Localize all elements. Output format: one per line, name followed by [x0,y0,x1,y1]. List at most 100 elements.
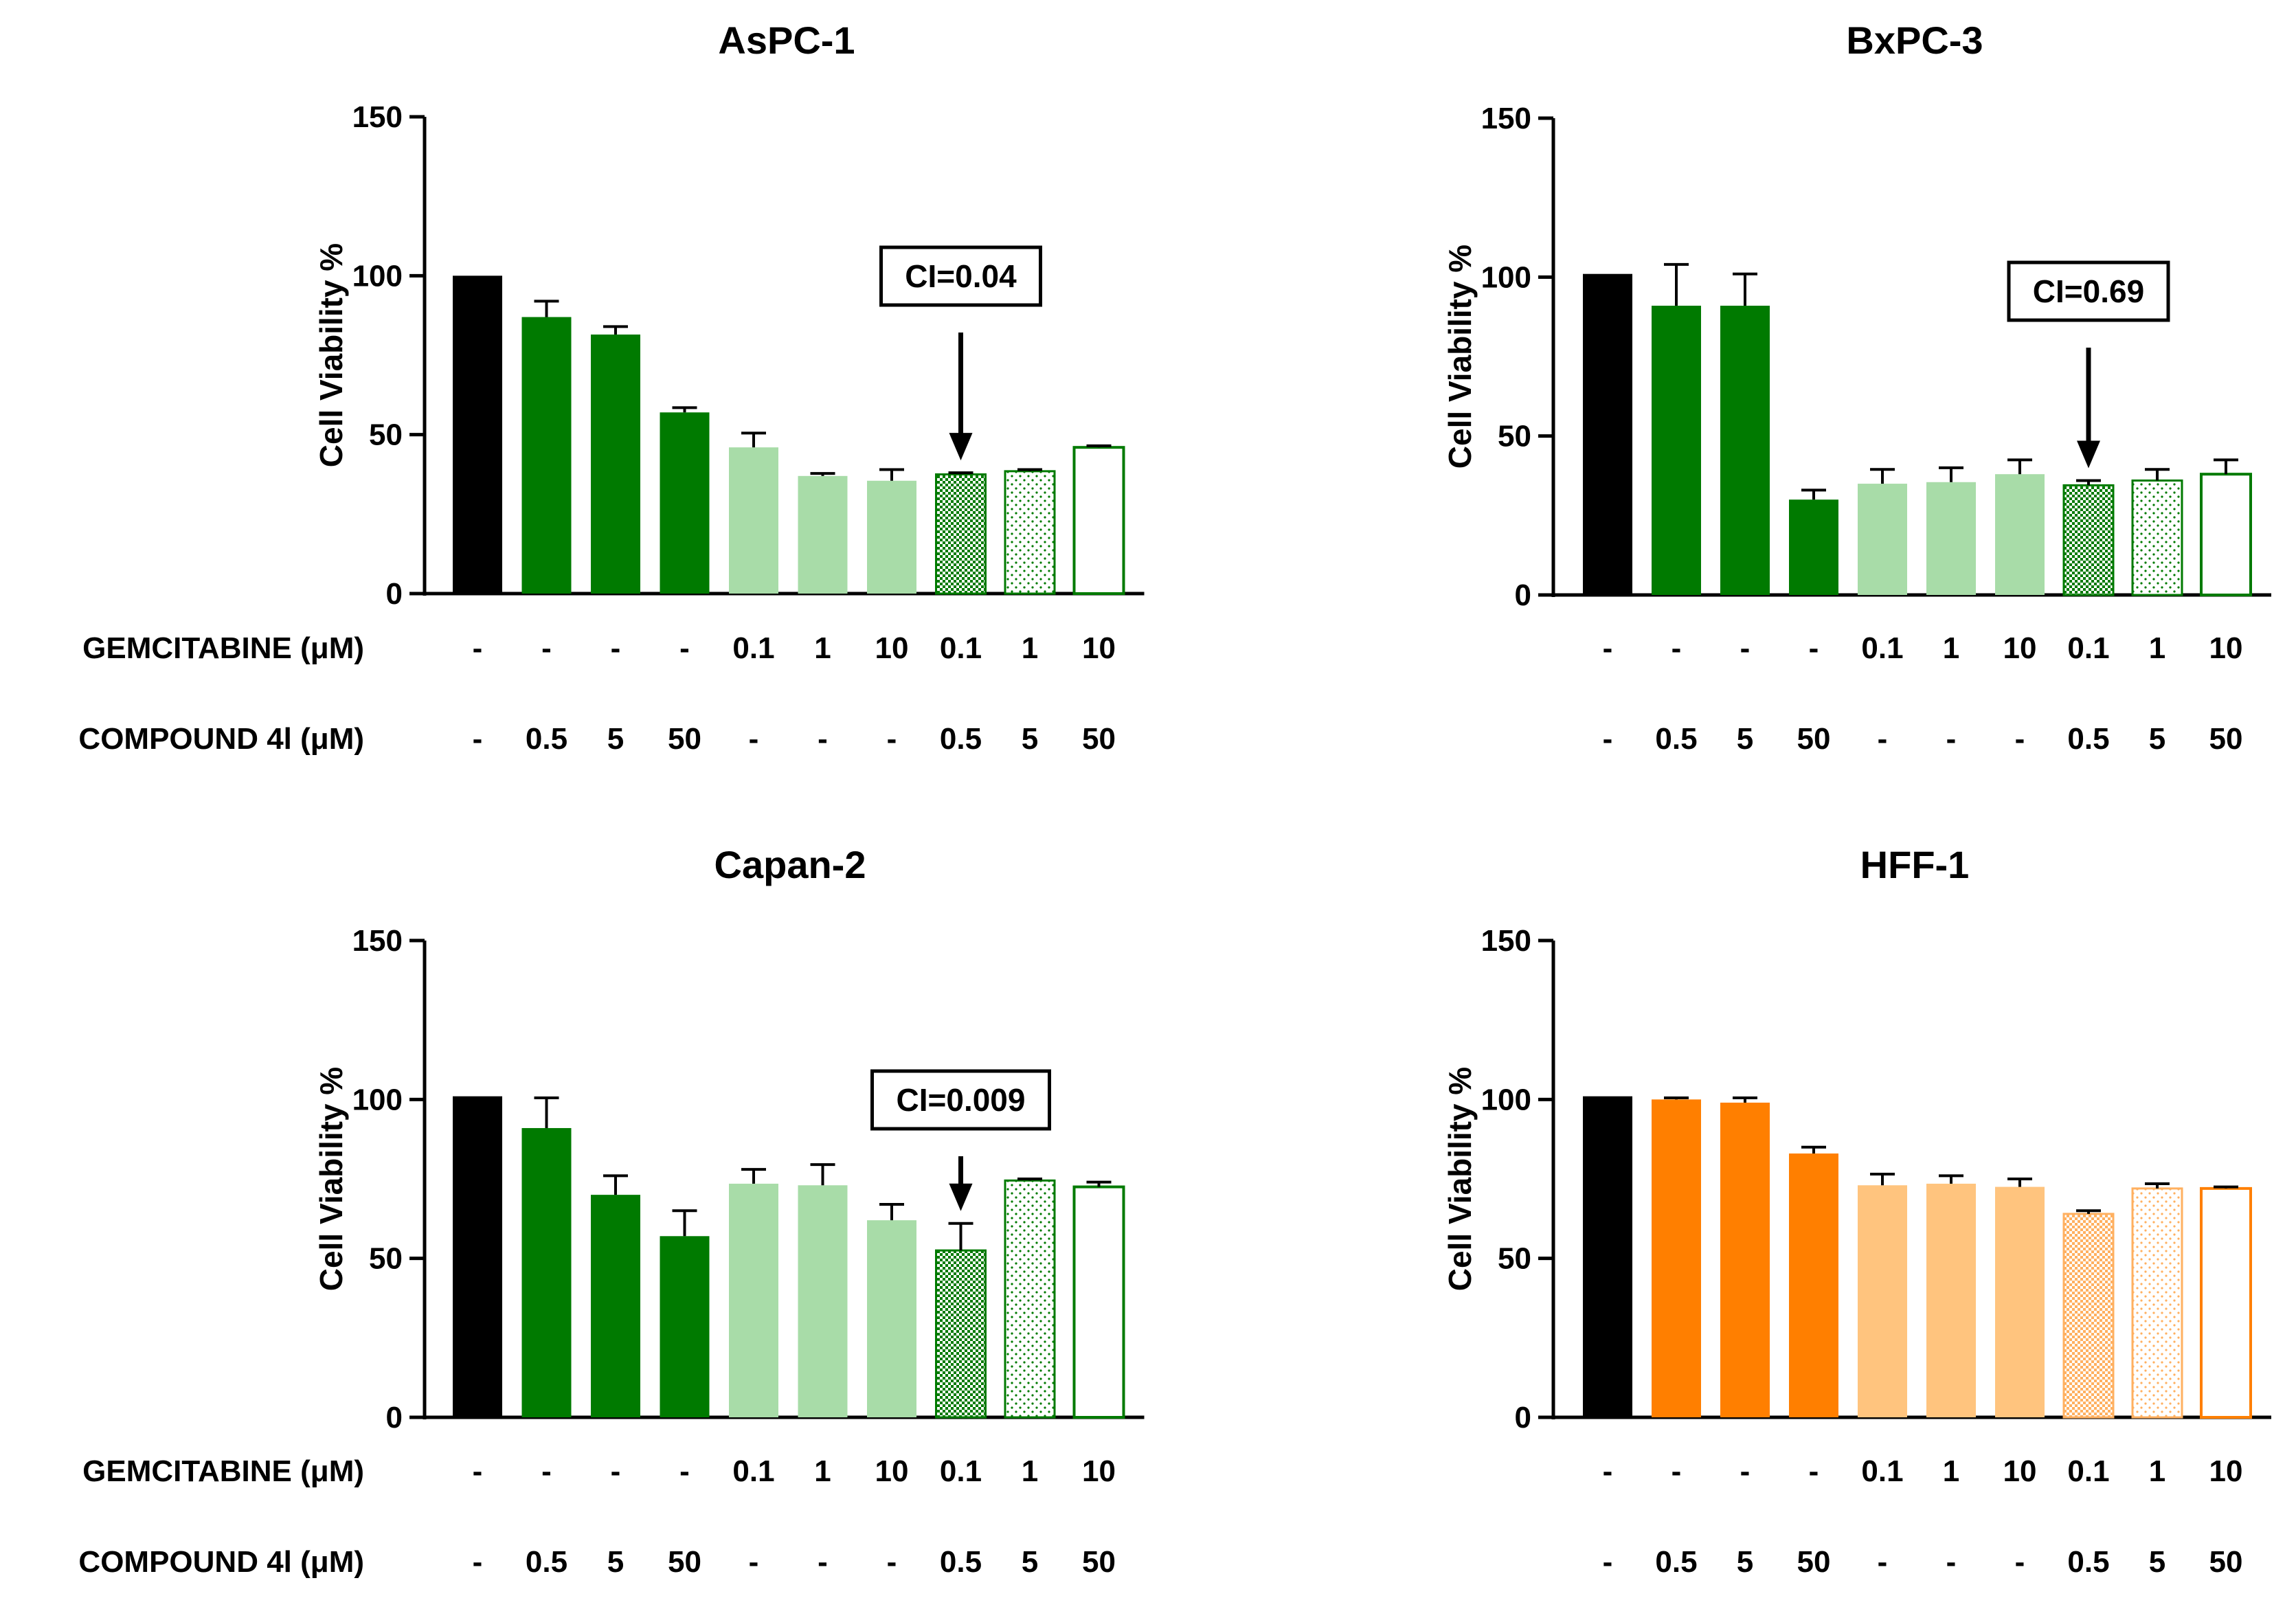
ci-label: CI=0.04 [905,258,1017,294]
compound-dose: 5 [2149,722,2165,756]
gemcitabine-dose: 10 [1082,631,1116,665]
bar [2062,1213,2115,1419]
bar [1789,1153,1838,1417]
compound-dose: - [749,1545,759,1579]
bar [1072,1185,1125,1419]
compound-dose: 50 [1082,722,1116,756]
compound-dose: 5 [607,1545,624,1579]
bar [867,480,916,594]
compound-dose: 0.5 [940,722,982,756]
y-tick-label: 0 [1515,578,1531,612]
bar [867,1220,916,1417]
gemcitabine-row-label: GEMCITABINE (μM) [82,1454,364,1488]
gemcitabine-dose: - [611,1454,621,1488]
bar [453,1096,502,1417]
ci-box [870,1069,1051,1131]
gemcitabine-dose: 1 [2149,631,2165,665]
compound-dose: 5 [1022,722,1038,756]
compound-dose: - [887,1545,897,1579]
bar [591,334,640,594]
gemcitabine-dose: - [611,631,621,665]
bar [1004,470,1056,595]
bar [2062,484,2115,596]
ci-box [2007,260,2170,322]
gemcitabine-dose: 1 [814,1454,831,1488]
compound-dose: 5 [607,722,624,756]
bar [1072,446,1125,595]
y-tick-label: 100 [352,259,403,293]
compound-dose: 50 [2209,722,2243,756]
gemcitabine-dose: - [1740,1454,1751,1488]
gemcitabine-dose: 1 [1022,631,1038,665]
y-axis-title: Cell Viability % [1442,1067,1478,1291]
y-tick-label: 50 [1498,1242,1531,1276]
compound-dose: - [887,722,897,756]
gemcitabine-dose: 1 [2149,1454,2165,1488]
compound-dose: 0.5 [940,1545,982,1579]
compound-dose: - [2015,1545,2025,1579]
chart-title: AsPC-1 [718,19,855,62]
chart-title: Capan-2 [714,843,866,886]
compound-dose: 0.5 [526,1545,567,1579]
gemcitabine-dose: 1 [1943,1454,1959,1488]
compound-dose: 5 [1022,1545,1038,1579]
compound-dose: - [1946,722,1957,756]
compound-dose: - [818,1545,828,1579]
bar [591,1195,640,1417]
compound-row-label: COMPOUND 4l (μM) [78,1545,364,1579]
y-tick-label: 150 [352,100,403,134]
gemcitabine-row-label: GEMCITABINE (μM) [82,631,364,665]
gemcitabine-dose: - [473,1454,483,1488]
gemcitabine-dose: 10 [875,1454,909,1488]
gemcitabine-dose: - [473,631,483,665]
compound-dose: 0.5 [2067,1545,2109,1579]
compound-dose: - [473,722,483,756]
compound-dose: - [2015,722,2025,756]
bar [798,1185,848,1417]
arrow-down-icon [949,1183,973,1211]
bar [1789,499,1838,595]
ci-box [879,245,1042,307]
compound-dose: - [1603,1545,1613,1579]
bar [1720,1102,1770,1417]
y-tick-label: 0 [386,1401,403,1434]
y-tick-label: 0 [386,577,403,611]
compound-dose: 5 [1737,1545,1753,1579]
compound-dose: 50 [668,722,701,756]
bar [2200,473,2252,596]
y-tick-label: 100 [352,1083,403,1116]
compound-dose: - [1946,1545,1957,1579]
y-tick-label: 50 [1498,420,1531,453]
compound-dose: 50 [1797,722,1831,756]
gemcitabine-dose: 1 [814,631,831,665]
gemcitabine-dose: - [1672,631,1682,665]
compound-dose: 5 [1737,722,1753,756]
compound-dose: 50 [2209,1545,2243,1579]
gemcitabine-dose: 0.1 [1861,631,1903,665]
gemcitabine-dose: 10 [2209,1454,2243,1488]
compound-dose: 50 [1797,1545,1831,1579]
compound-dose: 50 [1082,1545,1116,1579]
arrow-down-icon [949,433,973,461]
y-axis-title: Cell Viability % [1442,245,1478,469]
compound-dose: - [1603,722,1613,756]
gemcitabine-dose: 10 [2003,1454,2037,1488]
gemcitabine-dose: - [1809,1454,1819,1488]
gemcitabine-dose: 0.1 [940,631,982,665]
y-tick-label: 150 [352,924,403,958]
gemcitabine-dose: 10 [2209,631,2243,665]
ci-label: CI=0.009 [897,1082,1026,1118]
bar [729,1183,778,1417]
bar [798,475,848,594]
compound-dose: - [749,722,759,756]
y-tick-label: 100 [1481,1083,1531,1116]
bar [1583,273,1632,595]
bar [660,412,710,594]
gemcitabine-dose: - [679,631,690,665]
y-tick-label: 150 [1481,924,1531,958]
bar [521,1127,572,1417]
